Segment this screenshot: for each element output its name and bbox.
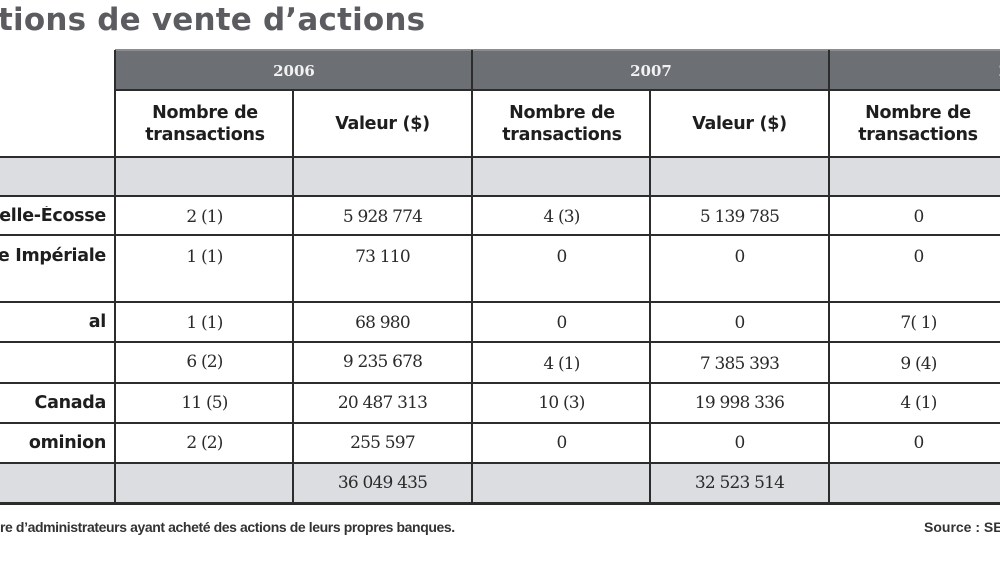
cell-2007-value: 0 <box>734 433 745 453</box>
cell-2006-value: 73 110 <box>355 247 410 267</box>
cell-2008-count: 0 <box>913 207 924 227</box>
grid-line <box>0 422 1000 424</box>
grid-line <box>0 156 1000 158</box>
row-label: e Impériale <box>0 246 112 268</box>
grid-line <box>0 382 1000 384</box>
cell-2007-count: 4 (3) <box>543 207 580 227</box>
cell-2007-count: 10 (3) <box>538 393 585 413</box>
grid-line <box>0 301 1000 303</box>
year-2007-header: 2007 <box>630 62 672 80</box>
subheader-2007-value: Valeur ($) <box>692 113 787 134</box>
cell-2008-count: 7( 1) <box>900 313 937 333</box>
cell-2006-count: 2 (1) <box>186 207 223 227</box>
grid-line <box>292 90 294 505</box>
cell-2006-count: 1 (1) <box>186 313 223 333</box>
row-label-text: Canada <box>34 393 107 413</box>
total-2006-value: 36 049 435 <box>337 473 428 493</box>
row-label-text: elle-Écosse <box>0 206 106 226</box>
footnote: re d’administrateurs ayant acheté des ac… <box>0 519 455 535</box>
cell-2006-value: 5 928 774 <box>342 207 423 227</box>
grid-line <box>115 49 1000 51</box>
cell-2006-value: 255 597 <box>350 433 416 453</box>
grid-line <box>114 50 116 505</box>
row-label-text: al <box>88 312 107 332</box>
cell-2006-count: 2 (2) <box>186 433 223 453</box>
cell-2008-count: 0 <box>913 433 924 453</box>
grid-line <box>0 502 1000 505</box>
section-band <box>0 157 1000 196</box>
cell-2007-count: 0 <box>556 313 567 333</box>
cell-2008-count: 0 <box>913 247 924 267</box>
grid-line <box>115 89 1000 91</box>
cell-2006-count: 11 (5) <box>181 393 228 413</box>
grid-line <box>0 195 1000 197</box>
grid-line <box>828 50 830 505</box>
grid-line <box>0 234 1000 236</box>
year-header-band <box>115 50 1000 90</box>
totals-row-band <box>0 463 1000 503</box>
page-title: tions de vente d’actions <box>0 2 426 38</box>
grid-line <box>0 341 1000 343</box>
cell-2006-value: 20 487 313 <box>337 393 428 413</box>
cell-2006-value: 9 235 678 <box>342 352 423 372</box>
cell-2008-count: 9 (4) <box>900 354 937 374</box>
subheader-2007-count: Nombre de transactions <box>502 102 622 145</box>
grid-line <box>0 462 1000 464</box>
row-label: elle-Écosse <box>0 206 112 228</box>
row-label-text: ominion <box>28 433 106 453</box>
row-label: ominion <box>0 433 112 455</box>
grid-line <box>649 90 651 505</box>
cell-2006-value: 68 980 <box>355 313 410 333</box>
row-label: al <box>0 312 112 334</box>
year-2006-header: 2006 <box>273 62 315 80</box>
row-label: Canada <box>0 393 112 415</box>
cell-2007-value: 0 <box>734 313 745 333</box>
row-label-text: e Impériale <box>0 246 106 266</box>
cell-2006-count: 1 (1) <box>186 247 223 267</box>
subheader-2006-count: Nombre de transactions <box>145 102 265 145</box>
cell-2006-count: 6 (2) <box>186 352 223 372</box>
subheader-2006-value: Valeur ($) <box>335 113 430 134</box>
source-credit: Source : SE <box>924 519 1000 535</box>
cell-2007-value: 19 998 336 <box>694 393 785 413</box>
total-2007-value: 32 523 514 <box>694 473 785 493</box>
cell-2008-count: 4 (1) <box>900 393 937 413</box>
subheader-2008-count: Nombre de transactions <box>858 102 978 145</box>
cell-2007-count: 0 <box>556 433 567 453</box>
grid-line <box>471 50 473 505</box>
cell-2007-count: 0 <box>556 247 567 267</box>
cell-2007-count: 4 (1) <box>543 354 580 374</box>
row-label <box>0 352 112 374</box>
cell-2007-value: 5 139 785 <box>699 207 780 227</box>
cell-2007-value: 0 <box>734 247 745 267</box>
cell-2007-value: 7 385 393 <box>699 354 780 374</box>
year-2008-header: 20 <box>830 50 1000 90</box>
